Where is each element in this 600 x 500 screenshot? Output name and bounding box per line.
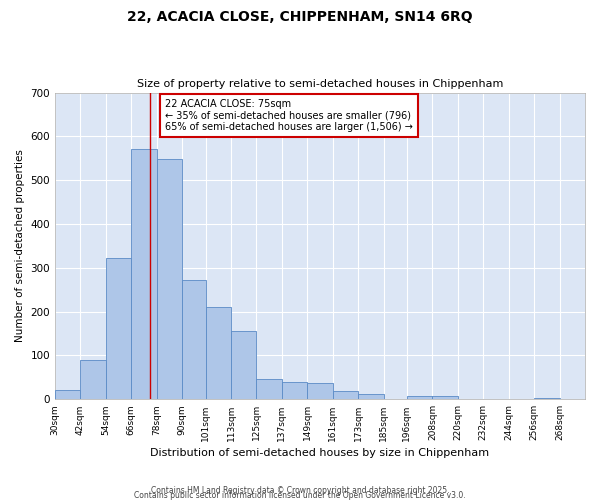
X-axis label: Distribution of semi-detached houses by size in Chippenham: Distribution of semi-detached houses by … <box>151 448 490 458</box>
Bar <box>333 390 358 400</box>
Text: 22 ACACIA CLOSE: 75sqm
← 35% of semi-detached houses are smaller (796)
65% of se: 22 ACACIA CLOSE: 75sqm ← 35% of semi-det… <box>165 99 413 132</box>
Bar <box>307 382 333 400</box>
Bar <box>131 148 157 400</box>
Bar <box>433 396 458 400</box>
Y-axis label: Number of semi-detached properties: Number of semi-detached properties <box>15 150 25 342</box>
Bar <box>106 258 131 400</box>
Bar <box>358 394 383 400</box>
Text: 22, ACACIA CLOSE, CHIPPENHAM, SN14 6RQ: 22, ACACIA CLOSE, CHIPPENHAM, SN14 6RQ <box>127 10 473 24</box>
Bar <box>157 159 182 400</box>
Bar <box>80 360 106 400</box>
Text: Contains public sector information licensed under the Open Government Licence v3: Contains public sector information licen… <box>134 491 466 500</box>
Title: Size of property relative to semi-detached houses in Chippenham: Size of property relative to semi-detach… <box>137 79 503 89</box>
Text: Contains HM Land Registry data © Crown copyright and database right 2025.: Contains HM Land Registry data © Crown c… <box>151 486 449 495</box>
Bar <box>55 390 80 400</box>
Bar <box>206 308 231 400</box>
Bar <box>534 398 560 400</box>
Bar <box>407 396 433 400</box>
Bar <box>256 379 282 400</box>
Bar <box>182 280 206 400</box>
Bar <box>282 382 307 400</box>
Bar <box>231 331 256 400</box>
